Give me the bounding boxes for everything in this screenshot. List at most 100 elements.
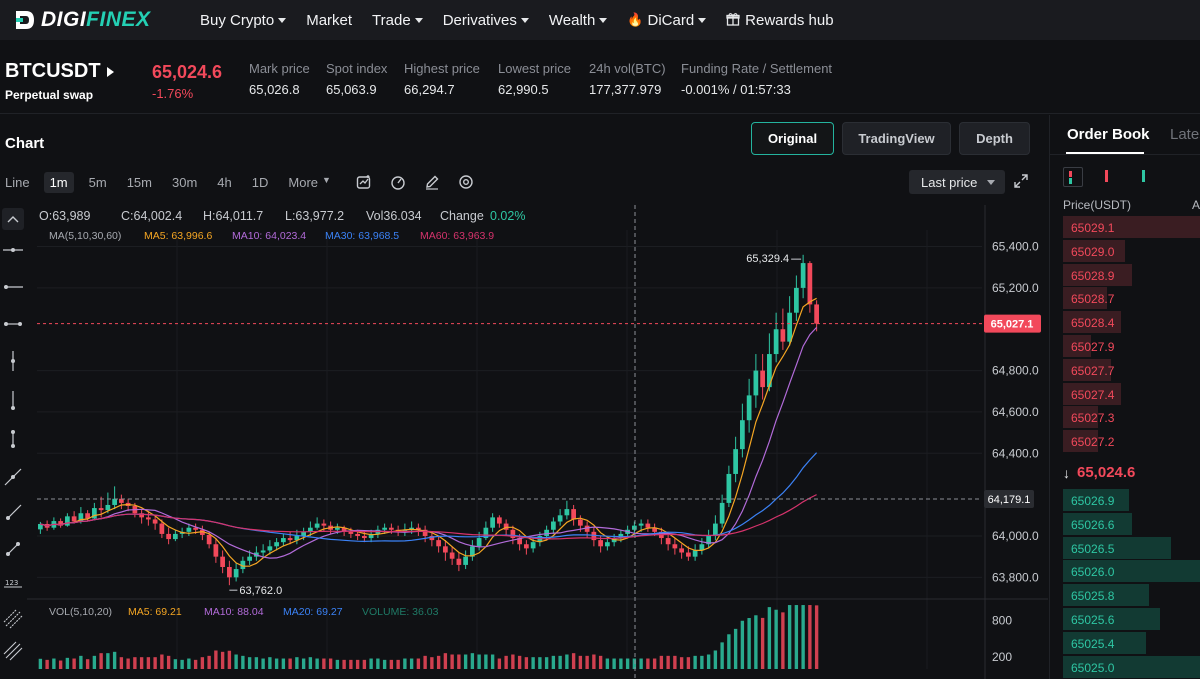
candle-body xyxy=(152,519,158,524)
settings-icon[interactable] xyxy=(458,174,474,190)
draw-pencil-icon[interactable] xyxy=(424,174,440,190)
volume-bar xyxy=(214,650,218,669)
stat-spot-index: Spot index 65,063.9 xyxy=(326,61,387,97)
symbol-selector[interactable]: BTCUSDT Perpetual swap xyxy=(5,60,114,102)
nav-item-buy-crypto[interactable]: Buy Crypto xyxy=(200,12,287,29)
view-tradingview-button[interactable]: TradingView xyxy=(842,122,951,155)
bid-row[interactable]: 65025.6 xyxy=(1063,608,1200,631)
ask-row[interactable]: 65027.7 xyxy=(1063,358,1200,382)
volume-bar xyxy=(274,658,279,669)
candle-body xyxy=(267,546,273,551)
depth-bar xyxy=(1063,358,1111,381)
candle-body xyxy=(314,523,320,528)
view-depth-button[interactable]: Depth xyxy=(959,122,1030,155)
timeframe-1m[interactable]: 1m xyxy=(43,171,74,193)
depth-bar xyxy=(1063,536,1171,559)
bid-row[interactable]: 65026.6 xyxy=(1063,512,1200,536)
parallel-channel-icon[interactable] xyxy=(2,608,24,630)
timeframe-line[interactable]: Line xyxy=(5,174,30,190)
ray-line-icon[interactable] xyxy=(2,502,24,524)
ohlc-change_label: Change xyxy=(440,209,484,223)
ask-row[interactable]: 65028.7 xyxy=(1063,287,1200,310)
ask-row[interactable]: 65027.9 xyxy=(1063,335,1200,358)
ask-row[interactable]: 65027.4 xyxy=(1063,382,1200,406)
candle-body xyxy=(476,538,482,547)
volume-bar xyxy=(713,650,718,669)
candle-body xyxy=(497,517,502,524)
candle-body xyxy=(206,534,212,545)
chart-panel: Chart Original TradingView Depth Line 1m… xyxy=(0,115,1048,679)
ask-price: 65027.4 xyxy=(1071,387,1115,402)
candle-body xyxy=(584,525,590,532)
volume-bar xyxy=(416,658,421,669)
ask-row[interactable]: 65027.3 xyxy=(1063,406,1200,429)
ask-row[interactable]: 65029.0 xyxy=(1063,239,1200,263)
ma60-line xyxy=(40,494,817,540)
ask-row[interactable]: 65028.4 xyxy=(1063,311,1200,334)
mid-price: ↓ 65,024.6 xyxy=(1063,464,1135,481)
nav-item-dicard[interactable]: 🔥 DiCard xyxy=(627,12,707,29)
ask-row[interactable]: 65029.1 xyxy=(1063,216,1200,239)
bid-row[interactable]: 65026.9 xyxy=(1063,489,1200,512)
volume-bar xyxy=(787,605,792,669)
volume-bar xyxy=(423,655,427,669)
nav-item-label: Rewards hub xyxy=(745,11,834,29)
active-tab-underline xyxy=(1066,152,1144,154)
candle-body xyxy=(294,535,300,541)
timeframe-4h[interactable]: 4h xyxy=(217,174,232,190)
ask-row[interactable]: 65027.2 xyxy=(1063,430,1200,453)
ask-row[interactable]: 65028.9 xyxy=(1063,263,1200,287)
timeframe-1d[interactable]: 1D xyxy=(251,174,269,190)
trend-line-icon[interactable] xyxy=(2,466,24,488)
asks-only-icon[interactable] xyxy=(1100,167,1120,187)
timeframe-5m[interactable]: 5m xyxy=(88,174,107,190)
bid-row[interactable]: 65026.0 xyxy=(1063,560,1200,583)
bids-only-icon[interactable] xyxy=(1137,167,1157,187)
candle-body xyxy=(686,552,691,557)
volume-bar xyxy=(558,655,562,669)
indicator-icon[interactable] xyxy=(356,174,372,190)
candle-body xyxy=(652,527,657,532)
vertical-segment-icon[interactable] xyxy=(2,428,24,450)
gauge-icon[interactable] xyxy=(390,174,406,190)
candle-body xyxy=(618,533,624,539)
tab-order-book[interactable]: Order Book xyxy=(1067,126,1150,143)
view-original-button[interactable]: Original xyxy=(751,122,834,155)
price-label-icon[interactable]: 123 xyxy=(2,572,24,594)
candlestick-chart[interactable]: 65,027.1 64,179.1 65,329.4 63,762.0 O:63,98… xyxy=(27,205,1048,679)
horizontal-segment-icon[interactable] xyxy=(2,313,24,335)
volume-bar xyxy=(436,655,441,669)
vertical-line-icon[interactable] xyxy=(2,350,24,372)
fib-tool-icon[interactable] xyxy=(2,640,24,662)
nav-item-derivatives[interactable]: Derivatives xyxy=(443,12,529,29)
candle-body xyxy=(355,533,360,536)
nav-item-market[interactable]: Market xyxy=(306,12,352,29)
collapse-toolbar-icon[interactable] xyxy=(2,208,24,230)
nav-item-trade[interactable]: Trade xyxy=(372,12,423,29)
segment-line-icon[interactable] xyxy=(2,538,24,560)
volume-bar xyxy=(747,618,751,669)
timeframe-more[interactable]: More ▼ xyxy=(283,175,336,190)
both-sides-icon[interactable] xyxy=(1063,167,1083,187)
volume-bar xyxy=(38,658,43,669)
candle-body xyxy=(530,542,536,549)
bid-row[interactable]: 65026.5 xyxy=(1063,536,1200,560)
horizontal-line-icon[interactable] xyxy=(2,239,24,261)
horizontal-ray-icon[interactable] xyxy=(2,276,24,298)
depth-bar xyxy=(1063,335,1091,357)
stat-label: Funding Rate / Settlement xyxy=(681,61,833,76)
volume-bar xyxy=(133,657,137,669)
bid-row[interactable]: 65025.4 xyxy=(1063,631,1200,655)
nav-item-rewards-hub[interactable]: Rewards hub xyxy=(726,11,834,29)
bid-row[interactable]: 65025.0 xyxy=(1063,655,1200,679)
timeframe-15m[interactable]: 15m xyxy=(126,174,152,190)
last-price: 65,024.6 xyxy=(152,62,223,82)
tab-latest-trades[interactable]: Latest xyxy=(1170,126,1200,143)
price-source-select[interactable]: Last price xyxy=(909,170,1005,194)
bid-row[interactable]: 65025.8 xyxy=(1063,584,1200,607)
timeframe-30m[interactable]: 30m xyxy=(172,174,198,190)
fullscreen-icon[interactable] xyxy=(1014,174,1028,188)
nav-item-wealth[interactable]: Wealth xyxy=(549,12,608,29)
digifinex-logo[interactable]: DIGIFINEX xyxy=(14,8,174,32)
vertical-ray-icon[interactable] xyxy=(2,390,24,412)
